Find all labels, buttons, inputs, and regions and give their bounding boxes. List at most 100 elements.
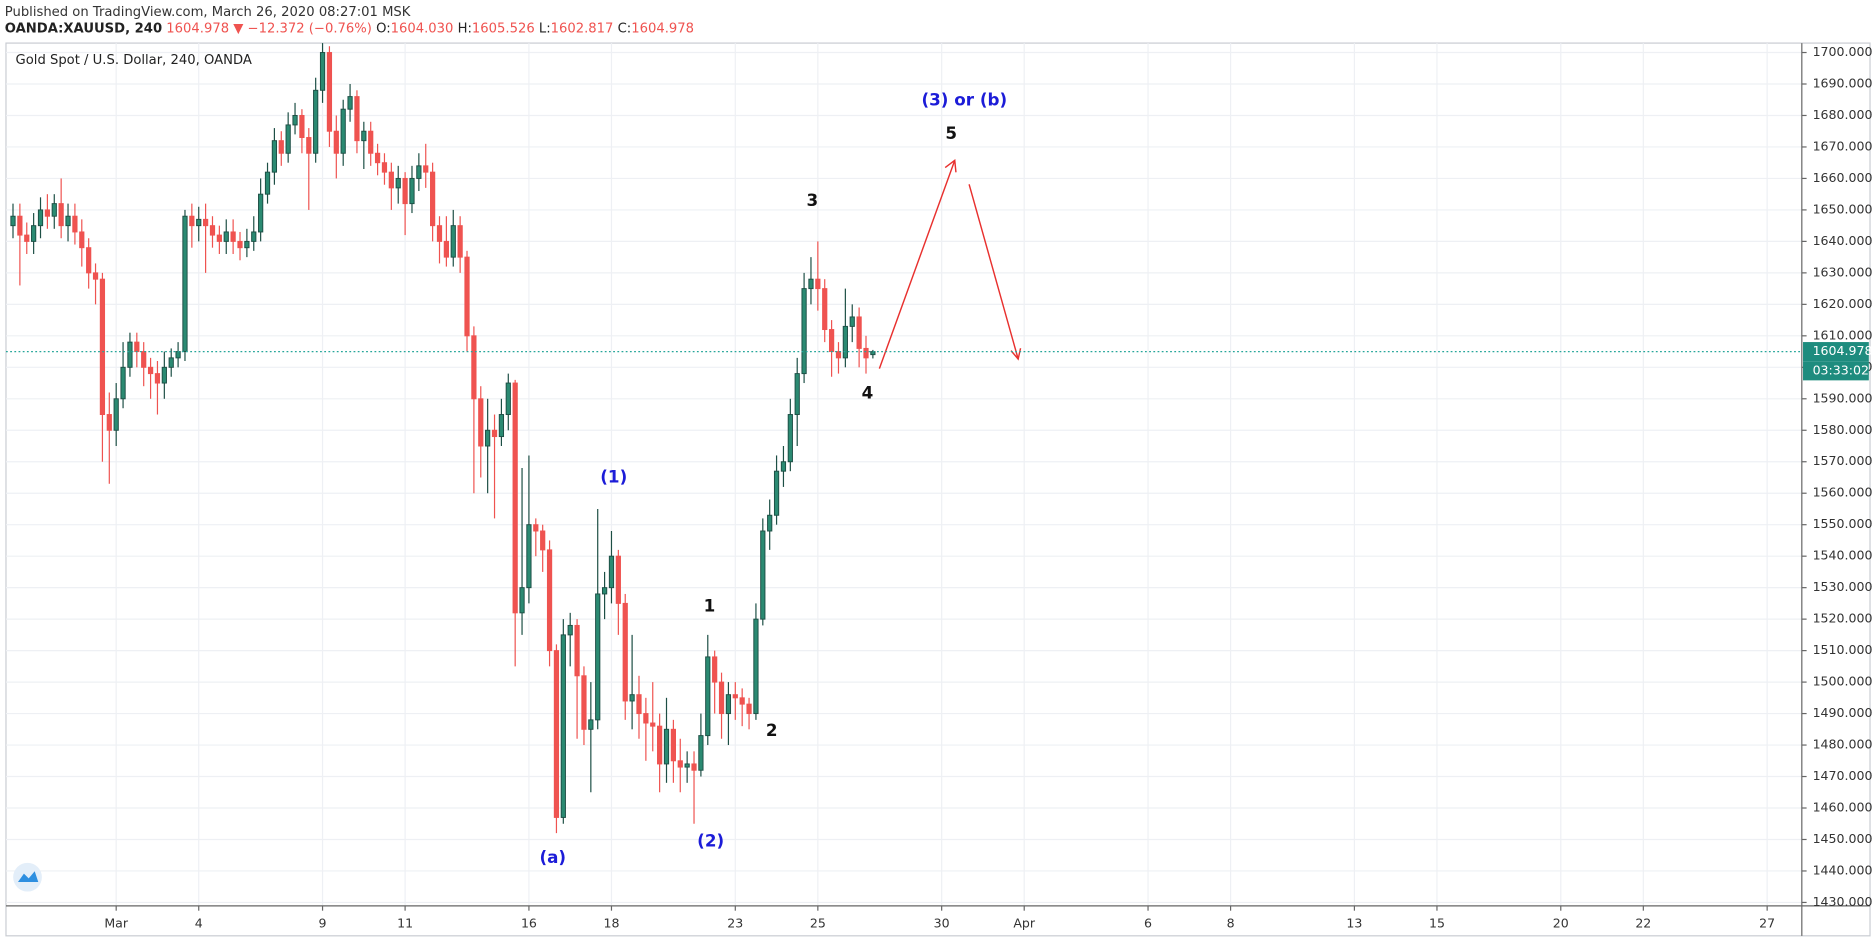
y-tick-label: 1610.000 bbox=[1813, 327, 1873, 342]
wave-label: 4 bbox=[862, 383, 874, 403]
candle-body bbox=[127, 341, 133, 368]
candle-body bbox=[546, 549, 553, 652]
candle-body bbox=[505, 382, 511, 416]
candle-body bbox=[258, 193, 264, 233]
y-tick-label: 1550.000 bbox=[1813, 516, 1873, 531]
last-price-label: 1604.978 bbox=[1813, 343, 1873, 358]
candle-body bbox=[99, 278, 106, 416]
arrow-head bbox=[944, 159, 957, 173]
candle-body bbox=[663, 728, 670, 765]
candle-body bbox=[86, 247, 92, 274]
candle-body bbox=[732, 694, 738, 699]
y-tick-label: 1490.000 bbox=[1813, 705, 1873, 720]
candle-body bbox=[264, 171, 271, 195]
candle-body bbox=[65, 215, 71, 227]
candle-body bbox=[347, 96, 353, 110]
x-tick-label: 16 bbox=[521, 915, 537, 930]
candle-body bbox=[402, 177, 408, 205]
candle-body bbox=[161, 366, 167, 384]
wave-label: (a) bbox=[539, 847, 566, 867]
x-tick-label: 9 bbox=[319, 915, 327, 930]
candle-body bbox=[147, 366, 154, 375]
candle-body bbox=[326, 52, 333, 132]
candle-body bbox=[464, 256, 470, 337]
x-tick-label: 13 bbox=[1346, 915, 1362, 930]
candle-body bbox=[808, 278, 814, 290]
y-tick-label: 1650.000 bbox=[1813, 201, 1873, 216]
candle-body bbox=[725, 694, 732, 715]
candle-body bbox=[436, 225, 443, 242]
candle-body bbox=[815, 278, 821, 290]
candle-body bbox=[340, 108, 346, 154]
candle-body bbox=[374, 152, 381, 164]
candle-body bbox=[560, 634, 566, 818]
y-tick-label: 1700.000 bbox=[1813, 44, 1873, 59]
candle-body bbox=[368, 130, 374, 154]
candle-body bbox=[251, 231, 257, 242]
candle-body bbox=[746, 703, 752, 715]
wave-label: (1) bbox=[600, 466, 627, 486]
candle-body bbox=[333, 130, 339, 154]
y-tick-label: 1690.000 bbox=[1813, 76, 1873, 91]
candle-body bbox=[203, 218, 209, 227]
y-tick-label: 1580.000 bbox=[1813, 422, 1873, 437]
candle-body bbox=[423, 165, 429, 173]
candle-body bbox=[540, 530, 546, 551]
candle-body bbox=[636, 694, 642, 715]
candle-body bbox=[443, 240, 449, 258]
ohlc-label: O: bbox=[376, 22, 391, 37]
candle-body bbox=[92, 272, 99, 280]
chart-frame bbox=[5, 42, 1871, 937]
wave-label: (2) bbox=[697, 830, 724, 850]
candle-body bbox=[485, 429, 491, 447]
candle-body bbox=[416, 165, 422, 179]
x-tick-label: 25 bbox=[810, 915, 826, 930]
candle-body bbox=[271, 140, 278, 173]
y-tick-label: 1440.000 bbox=[1813, 862, 1873, 877]
candle-body bbox=[120, 366, 126, 400]
countdown-box bbox=[1803, 361, 1869, 381]
candle-body bbox=[134, 341, 140, 353]
x-tick-label: Apr bbox=[1013, 915, 1036, 930]
candle-body bbox=[471, 335, 477, 400]
x-tick-label: 27 bbox=[1759, 915, 1775, 930]
candle-body bbox=[519, 587, 525, 614]
candle-body bbox=[801, 288, 807, 375]
quote-line: OANDA:XAUUSD, 240 1604.978 ▼ −12.372 (−0… bbox=[5, 22, 694, 37]
x-tick-label: 11 bbox=[397, 915, 413, 930]
chart-title: Gold Spot / U.S. Dollar, 240, OANDA bbox=[16, 53, 252, 68]
candle-body bbox=[753, 618, 759, 715]
candle-body bbox=[319, 52, 326, 91]
candle-body bbox=[622, 602, 628, 702]
candle-body bbox=[58, 203, 64, 227]
candle-body bbox=[189, 215, 195, 227]
ohlc-label: C: bbox=[618, 22, 632, 37]
wave-label: (3) or (b) bbox=[921, 90, 1007, 110]
y-tick-label: 1480.000 bbox=[1813, 737, 1873, 752]
candle-body bbox=[615, 555, 621, 604]
x-tick-label: 6 bbox=[1144, 915, 1152, 930]
y-tick-label: 1470.000 bbox=[1813, 768, 1873, 783]
candle-body bbox=[230, 231, 236, 242]
candle-body bbox=[44, 209, 51, 217]
candle-body bbox=[10, 215, 16, 227]
ohlc-label: H: bbox=[458, 22, 472, 37]
candle-body bbox=[209, 225, 216, 236]
candle-body bbox=[787, 414, 793, 463]
y-tick-label: 1660.000 bbox=[1813, 170, 1873, 185]
candle-body bbox=[196, 218, 202, 227]
candle-body bbox=[601, 587, 608, 595]
x-tick-label: 18 bbox=[603, 915, 619, 930]
y-tick-label: 1540.000 bbox=[1813, 548, 1873, 563]
candle-body bbox=[581, 675, 587, 730]
candle-body bbox=[182, 215, 188, 353]
y-tick-label: 1680.000 bbox=[1813, 107, 1873, 122]
candle-body bbox=[828, 329, 835, 353]
candle-body bbox=[526, 524, 532, 589]
candle-body bbox=[223, 231, 229, 242]
ohlc-value: 1605.526 bbox=[472, 22, 535, 37]
candle-body bbox=[608, 555, 615, 589]
candle-body bbox=[354, 96, 360, 142]
candle-body bbox=[51, 203, 57, 217]
y-tick-label: 1510.000 bbox=[1813, 642, 1873, 657]
